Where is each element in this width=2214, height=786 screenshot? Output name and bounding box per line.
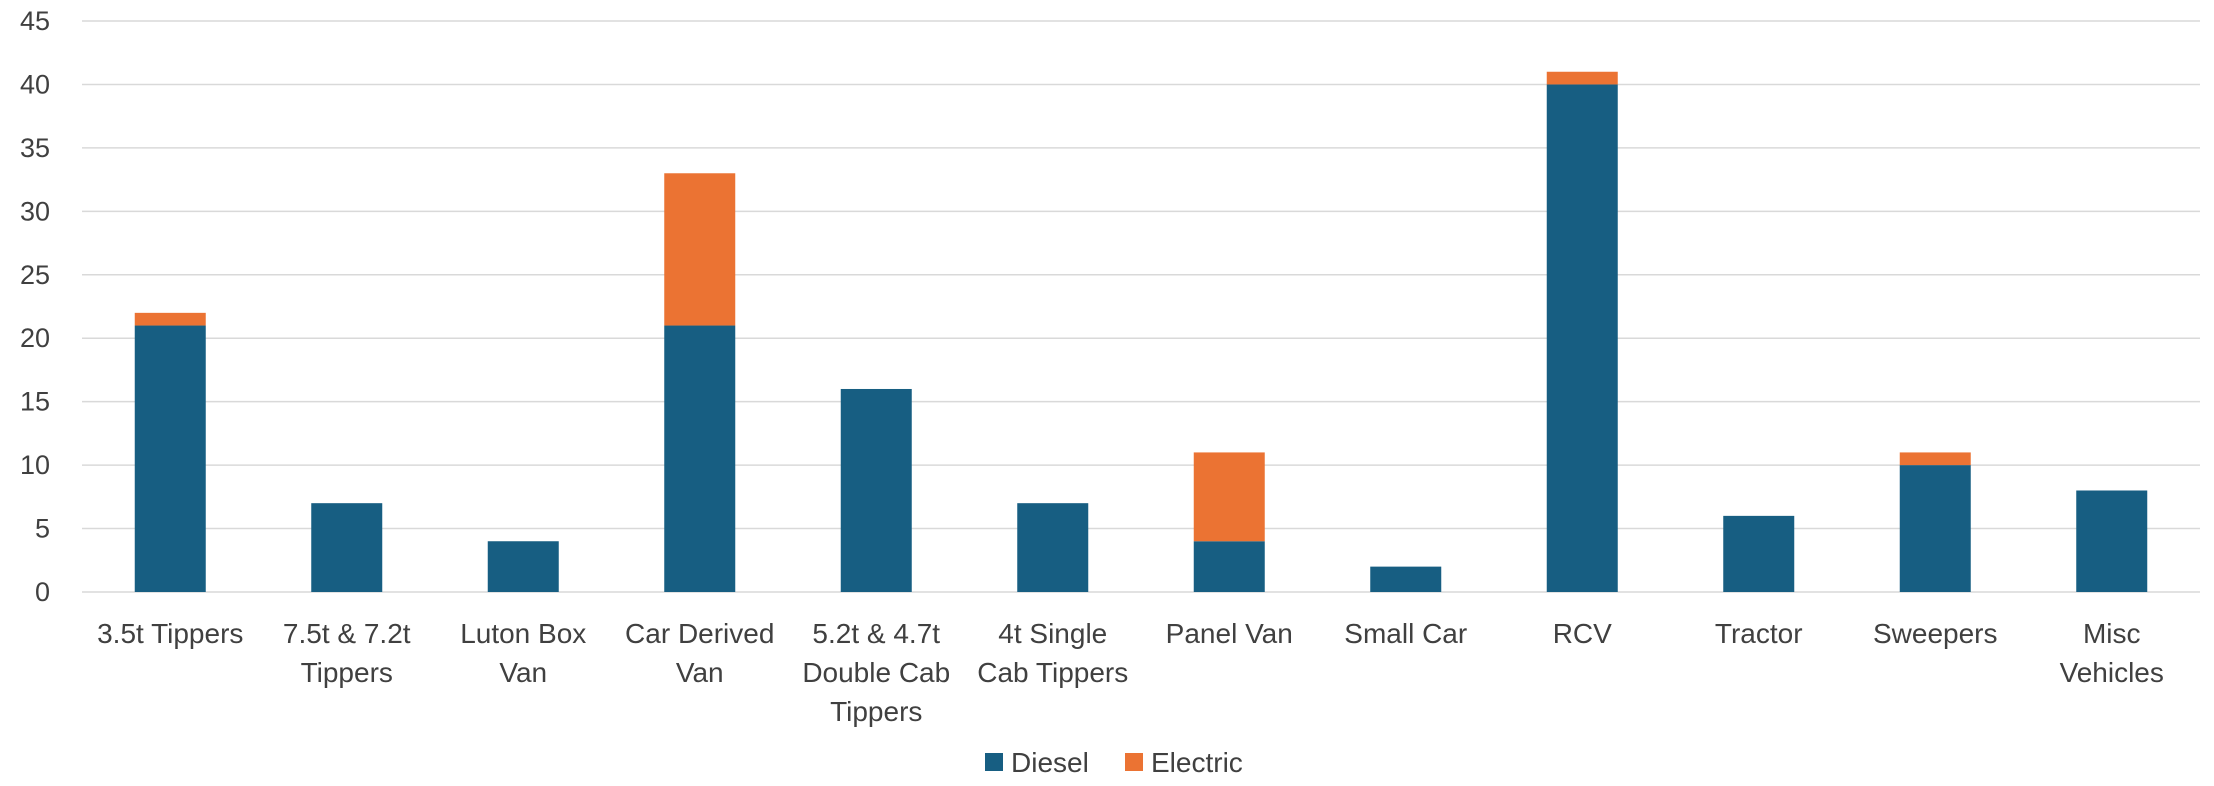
bar-diesel-1 bbox=[311, 503, 383, 592]
bar-electric-8 bbox=[1546, 71, 1618, 85]
x-category-label: Tippers bbox=[301, 657, 393, 688]
bar-electric-0 bbox=[134, 312, 206, 326]
y-tick-label: 10 bbox=[20, 450, 50, 480]
x-category-label: RCV bbox=[1553, 618, 1612, 649]
bar-electric-3 bbox=[664, 173, 736, 326]
y-tick-label: 15 bbox=[20, 387, 50, 417]
y-axis-ticks: 0 5 10 15 20 25 30 35 40 45 bbox=[20, 6, 50, 607]
bar-diesel-4 bbox=[840, 388, 912, 592]
x-category-label: 5.2t & 4.7t bbox=[812, 618, 940, 649]
y-tick-label: 25 bbox=[20, 260, 50, 290]
bar-electric-6 bbox=[1193, 452, 1265, 542]
bar-diesel-11 bbox=[2076, 490, 2148, 592]
y-tick-label: 30 bbox=[20, 196, 50, 226]
legend-label-electric: Electric bbox=[1151, 747, 1243, 778]
y-tick-label: 20 bbox=[20, 323, 50, 353]
legend-swatch-diesel bbox=[985, 753, 1003, 771]
x-category-label: Car Derived bbox=[625, 618, 774, 649]
x-category-label: Misc bbox=[2083, 618, 2141, 649]
x-category-label: Panel Van bbox=[1166, 618, 1293, 649]
gridlines bbox=[82, 20, 2200, 593]
x-category-label: Double Cab bbox=[802, 657, 950, 688]
y-tick-label: 5 bbox=[35, 514, 50, 544]
legend: Diesel Electric bbox=[985, 747, 1243, 778]
x-category-label: 3.5t Tippers bbox=[97, 618, 243, 649]
x-category-label: Van bbox=[676, 657, 724, 688]
y-tick-label: 40 bbox=[20, 69, 50, 99]
bar-diesel-10 bbox=[1899, 465, 1971, 592]
x-category-label: Van bbox=[499, 657, 547, 688]
x-category-label: Small Car bbox=[1344, 618, 1467, 649]
x-category-label: 4t Single bbox=[998, 618, 1107, 649]
bar-diesel-7 bbox=[1370, 566, 1442, 592]
x-category-label: 7.5t & 7.2t bbox=[283, 618, 411, 649]
x-category-label: Vehicles bbox=[2060, 657, 2164, 688]
y-tick-label: 35 bbox=[20, 133, 50, 163]
bar-diesel-8 bbox=[1546, 84, 1618, 592]
bar-diesel-5 bbox=[1017, 503, 1089, 592]
legend-label-diesel: Diesel bbox=[1011, 747, 1089, 778]
x-category-label: Luton Box bbox=[460, 618, 586, 649]
y-tick-label: 0 bbox=[35, 577, 50, 607]
bar-diesel-2 bbox=[487, 541, 559, 592]
bars bbox=[134, 71, 2148, 592]
bar-diesel-9 bbox=[1723, 515, 1795, 592]
legend-swatch-electric bbox=[1125, 753, 1143, 771]
y-tick-label: 45 bbox=[20, 6, 50, 36]
x-category-label: Tippers bbox=[830, 696, 922, 727]
x-category-label: Sweepers bbox=[1873, 618, 1998, 649]
bar-diesel-3 bbox=[664, 325, 736, 592]
bar-diesel-0 bbox=[134, 325, 206, 592]
bar-electric-10 bbox=[1899, 452, 1971, 466]
bar-diesel-6 bbox=[1193, 541, 1265, 592]
x-category-label: Tractor bbox=[1715, 618, 1803, 649]
x-category-label: Cab Tippers bbox=[977, 657, 1128, 688]
x-axis-labels: 3.5t Tippers 7.5t & 7.2t Tippers Luton Box V… bbox=[97, 618, 2164, 727]
